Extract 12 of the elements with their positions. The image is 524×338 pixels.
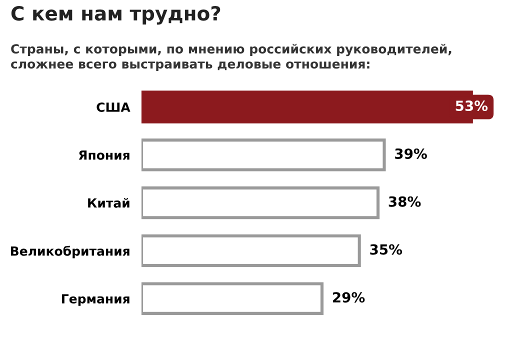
chart-title: С кем нам трудно? (11, 6, 220, 25)
data-label: 53% (456, 100, 488, 112)
data-label: 29% (333, 292, 365, 303)
data-label: 35% (370, 244, 402, 255)
chart-subtitle: Страны, с которыми, по мнению российских руководителей, сложнее всего выстраивать деловые отношения: (11, 44, 452, 72)
y-tick-label: Великобритания (10, 246, 130, 258)
data-label: 38% (388, 196, 421, 207)
y-tick-label: Германия (62, 294, 130, 306)
y-tick-label: Япония (78, 150, 130, 160)
y-tick-label: США (96, 102, 130, 112)
data-label: 39% (395, 148, 427, 159)
y-tick-label: Китай (88, 198, 130, 208)
